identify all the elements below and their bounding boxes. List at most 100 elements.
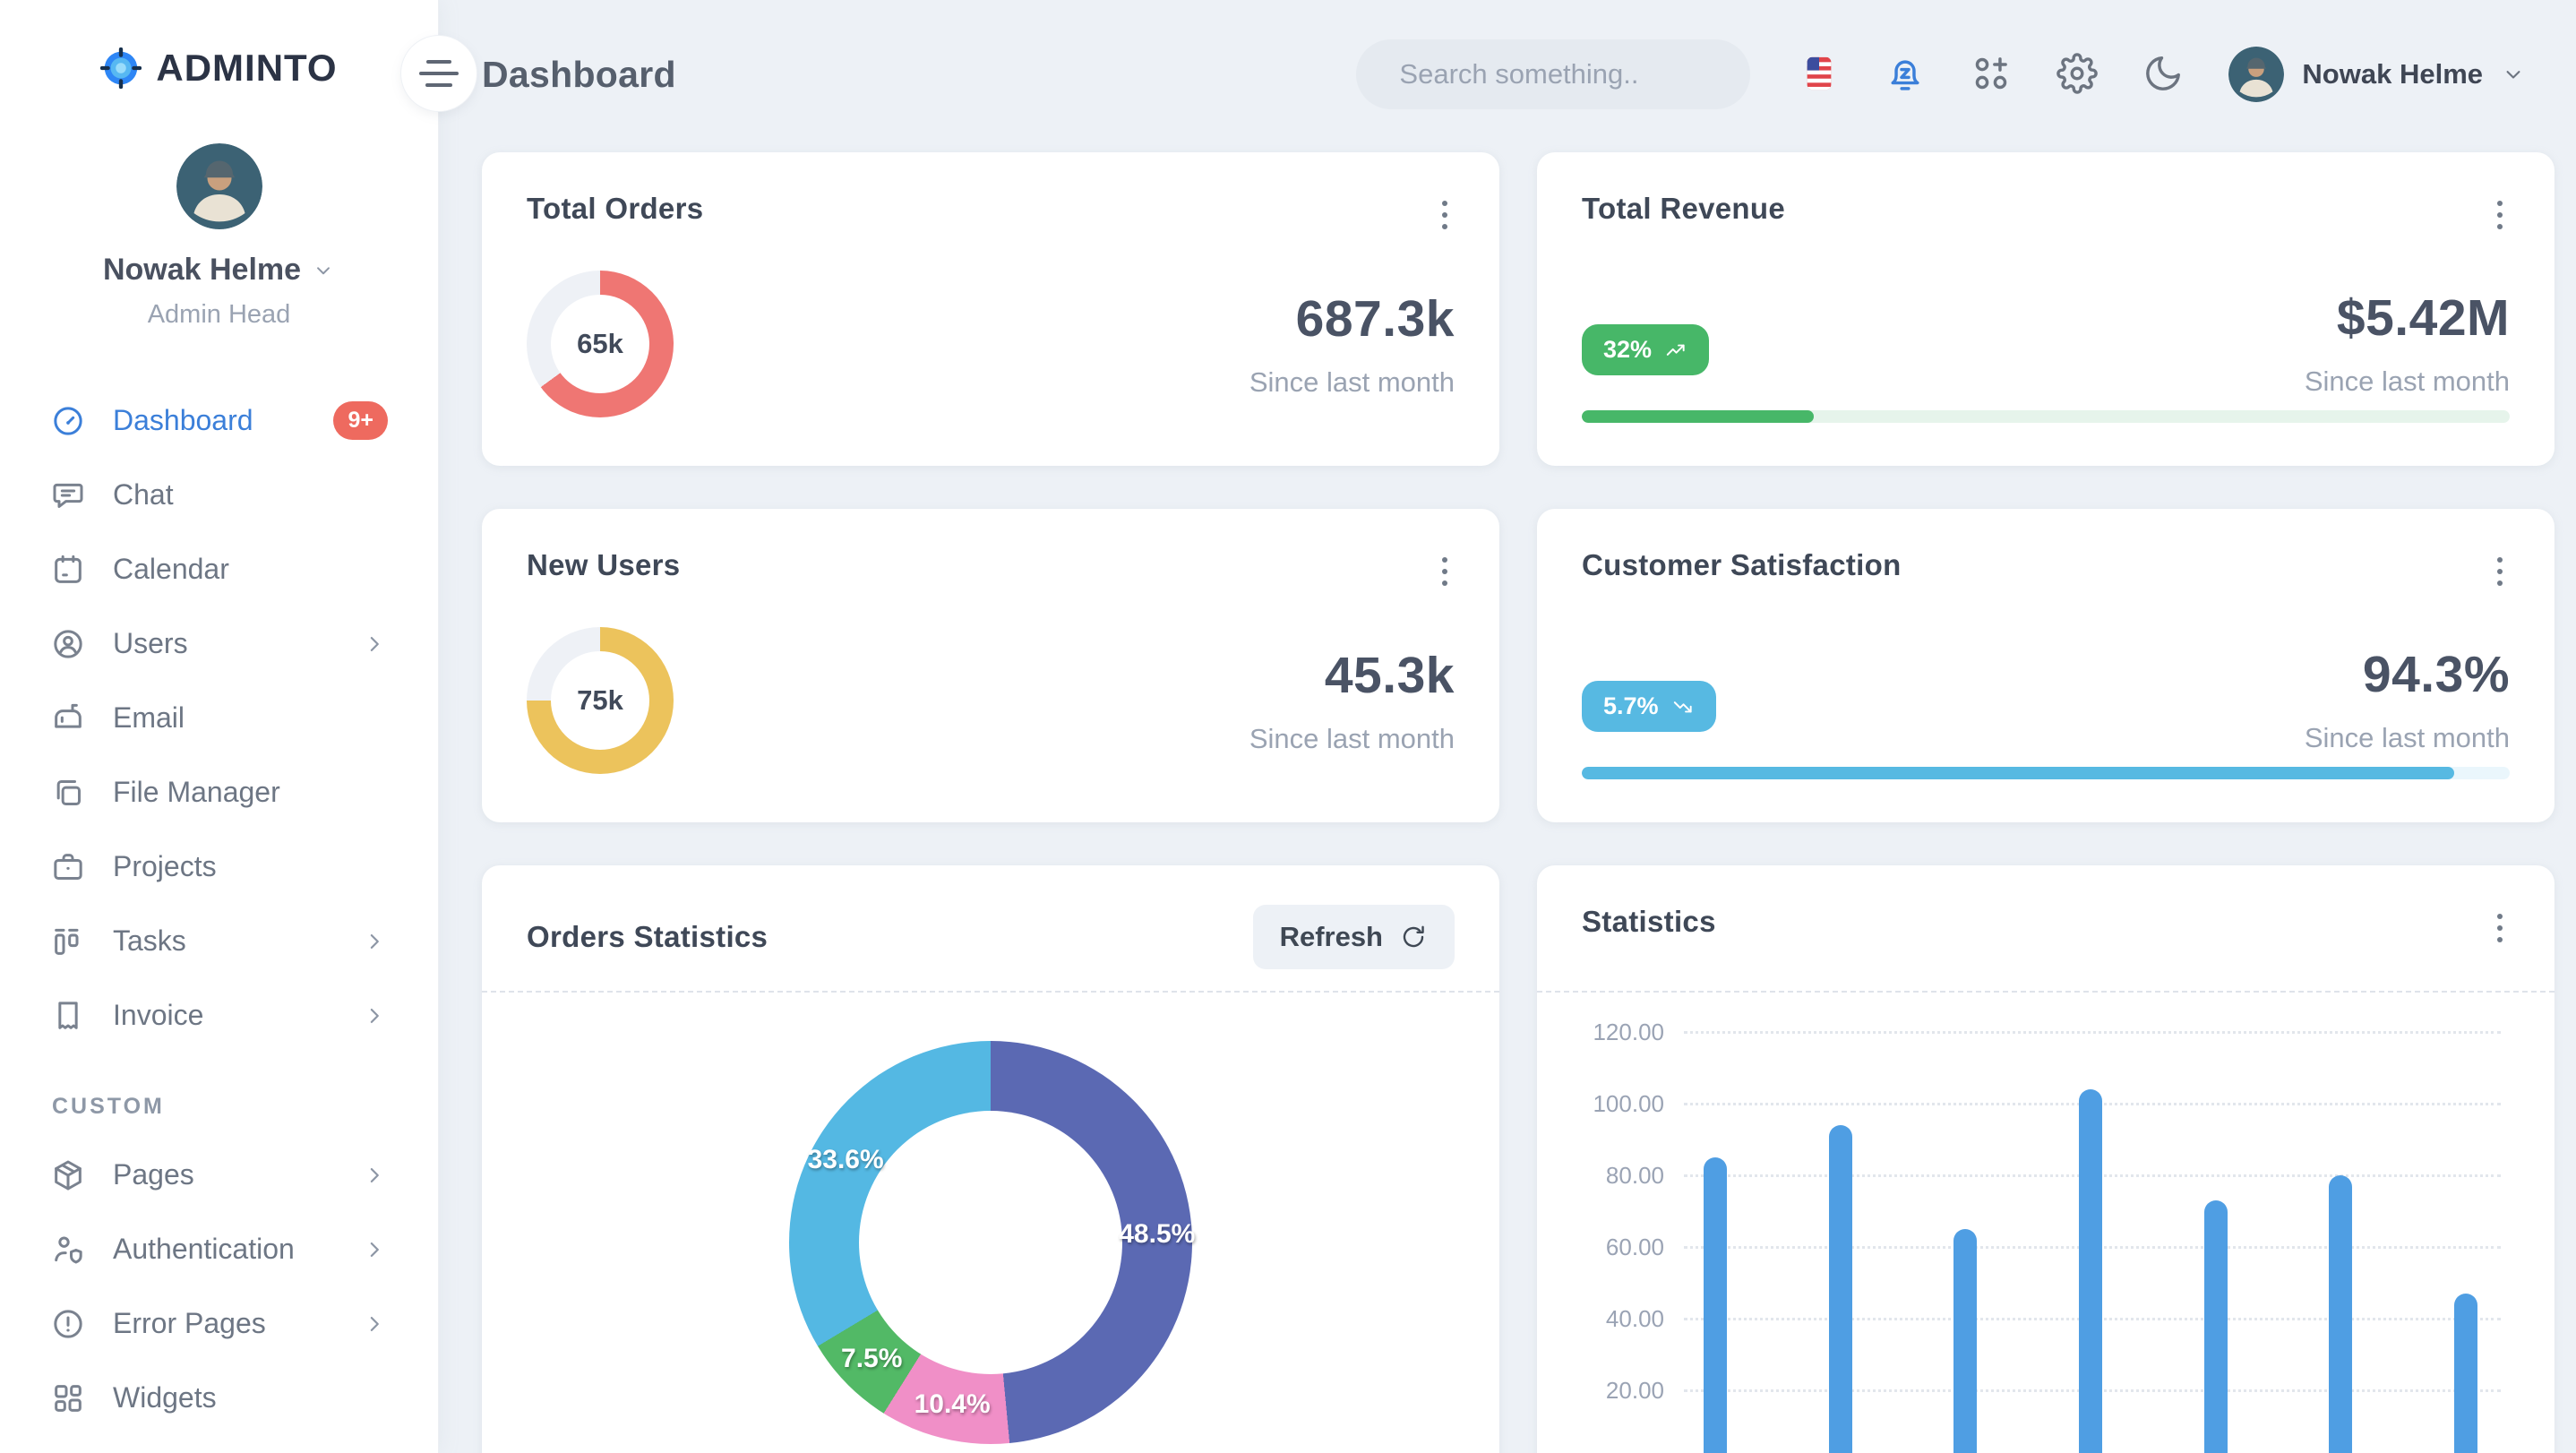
flag-us-icon	[1799, 53, 1840, 94]
bar[interactable]	[1828, 1125, 1852, 1453]
topbar: Dashboard Nowak Helme	[439, 0, 2576, 149]
total-orders-card: Total Orders 65k 687.3k Since last month	[482, 152, 1499, 466]
sidebar-item-label: Dashboard	[113, 404, 253, 436]
kpi-caption: Since last month	[2304, 722, 2510, 753]
brand-logo[interactable]: ADMINTO	[0, 0, 438, 90]
divider	[482, 991, 1499, 993]
y-axis-tick-label: 80.00	[1605, 1162, 1664, 1189]
bar[interactable]	[2203, 1200, 2228, 1453]
search-box	[1356, 39, 1757, 109]
user-shield-icon	[50, 1232, 86, 1268]
notification-count-badge: 9+	[333, 401, 388, 440]
card-menu-button[interactable]	[2490, 192, 2510, 238]
chevron-right-icon	[361, 1002, 388, 1029]
kpi-caption: Since last month	[2304, 365, 2510, 397]
kanban-icon	[50, 924, 86, 959]
sidebar-item-widgets[interactable]: Widgets	[0, 1361, 438, 1435]
sidebar-profile: Nowak Helme Admin Head	[0, 143, 438, 330]
radial-gauge: 75k	[527, 627, 674, 774]
avatar[interactable]	[176, 143, 262, 229]
brand-target-icon	[100, 47, 142, 89]
user-menu-name: Nowak Helme	[2302, 58, 2483, 90]
trend-badge: 5.7%	[1582, 681, 1716, 732]
donut-slice-label: 10.4%	[914, 1389, 991, 1419]
donut-chart: 48.5% 10.4% 7.5% 33.6%	[789, 1041, 1195, 1444]
orders-statistics-card: Orders Statistics Refresh 48.5% 10.4% 7.5%…	[482, 865, 1499, 1453]
page-title: Dashboard	[482, 53, 676, 95]
chevron-right-icon	[361, 1162, 388, 1189]
sidebar-item-email[interactable]: Email	[0, 681, 438, 755]
main-content: Dashboard Nowak Helme Total Orders 65k	[439, 0, 2576, 1453]
chat-bubble-icon	[50, 477, 86, 513]
sidebar-item-calendar[interactable]: Calendar	[0, 532, 438, 606]
apps-button[interactable]	[1967, 49, 2015, 100]
card-title: Orders Statistics	[527, 920, 769, 953]
chevron-right-icon	[361, 631, 388, 658]
sidebar-item-label: Pages	[113, 1158, 194, 1191]
kpi-value: $5.42M	[2336, 289, 2510, 347]
cards-grid: Total Orders 65k 687.3k Since last month…	[439, 149, 2576, 1453]
sidebar-item-projects[interactable]: Projects	[0, 830, 438, 904]
card-title: New Users	[527, 548, 681, 581]
bar-chart: 120.00 100.00 80.00 60.00 40.00 20.00	[1582, 993, 2510, 1453]
sidebar-item-label: Projects	[113, 850, 217, 882]
sidebar-item-file-manager[interactable]: File Manager	[0, 755, 438, 830]
bar[interactable]	[1953, 1229, 1978, 1453]
sidebar-section-label: CUSTOM	[52, 1094, 165, 1119]
sidebar-item-pages[interactable]: Pages	[0, 1138, 438, 1212]
notifications-button[interactable]	[1881, 49, 1929, 100]
card-menu-button[interactable]	[1435, 548, 1455, 595]
refresh-button[interactable]: Refresh	[1252, 905, 1455, 969]
sidebar-item-label: Calendar	[113, 553, 229, 585]
radial-gauge: 65k	[527, 271, 674, 417]
sidebar-item-label: Authentication	[113, 1233, 295, 1265]
chevron-right-icon	[361, 1311, 388, 1337]
theme-toggle-button[interactable]	[2139, 49, 2187, 100]
user-menu[interactable]: Nowak Helme	[2228, 47, 2526, 102]
gauge-label: 75k	[577, 684, 623, 716]
settings-button[interactable]	[2053, 49, 2101, 100]
sidebar-item-error-pages[interactable]: Error Pages	[0, 1286, 438, 1361]
sidebar-item-chat[interactable]: Chat	[0, 458, 438, 532]
sidebar-item-label: File Manager	[113, 776, 280, 808]
card-menu-button[interactable]	[1435, 192, 1455, 238]
profile-name: Nowak Helme	[102, 253, 302, 287]
sidebar-item-label: Tasks	[113, 924, 186, 957]
sidebar-item-dashboard[interactable]: Dashboard 9+	[0, 383, 438, 458]
progress-bar	[1582, 767, 2510, 779]
bell-snooze-icon	[1885, 53, 1926, 94]
receipt-icon	[50, 998, 86, 1034]
donut-slice-label: 33.6%	[807, 1145, 884, 1175]
sidebar-item-users[interactable]: Users	[0, 606, 438, 681]
chevron-right-icon	[361, 1236, 388, 1263]
sidebar-item-label: Invoice	[113, 999, 204, 1031]
sidebar-item-label: Email	[113, 701, 185, 734]
y-axis-tick-label: 100.00	[1593, 1090, 1664, 1117]
mailbox-icon	[50, 701, 86, 736]
search-input[interactable]	[1399, 58, 1757, 90]
card-menu-button[interactable]	[2490, 548, 2510, 595]
bar[interactable]	[2453, 1294, 2477, 1453]
bar[interactable]	[2078, 1089, 2102, 1453]
refresh-icon	[1399, 923, 1428, 951]
trend-badge: 32%	[1582, 324, 1710, 375]
bar[interactable]	[1704, 1157, 1727, 1453]
speedometer-icon	[50, 403, 86, 439]
card-title: Customer Satisfaction	[1582, 548, 1902, 581]
bar[interactable]	[2329, 1175, 2353, 1453]
y-axis-tick-label: 20.00	[1605, 1377, 1664, 1404]
card-title: Total Revenue	[1582, 192, 1786, 225]
language-flag-button[interactable]	[1795, 49, 1843, 100]
card-menu-button[interactable]	[2490, 905, 2510, 951]
sidebar-item-tasks[interactable]: Tasks	[0, 904, 438, 978]
kpi-caption: Since last month	[1249, 366, 1455, 398]
trend-down-icon	[1671, 695, 1695, 718]
sidebar-item-invoice[interactable]: Invoice	[0, 978, 438, 1053]
profile-name-menu[interactable]: Nowak Helme	[0, 253, 438, 288]
settings-gear-icon	[2057, 52, 2099, 94]
progress-bar	[1582, 410, 2510, 423]
sidebar-item-label: Error Pages	[113, 1307, 266, 1339]
chevron-down-icon	[312, 259, 335, 282]
sidebar-toggle-button[interactable]	[401, 36, 477, 111]
sidebar-item-authentication[interactable]: Authentication	[0, 1212, 438, 1286]
